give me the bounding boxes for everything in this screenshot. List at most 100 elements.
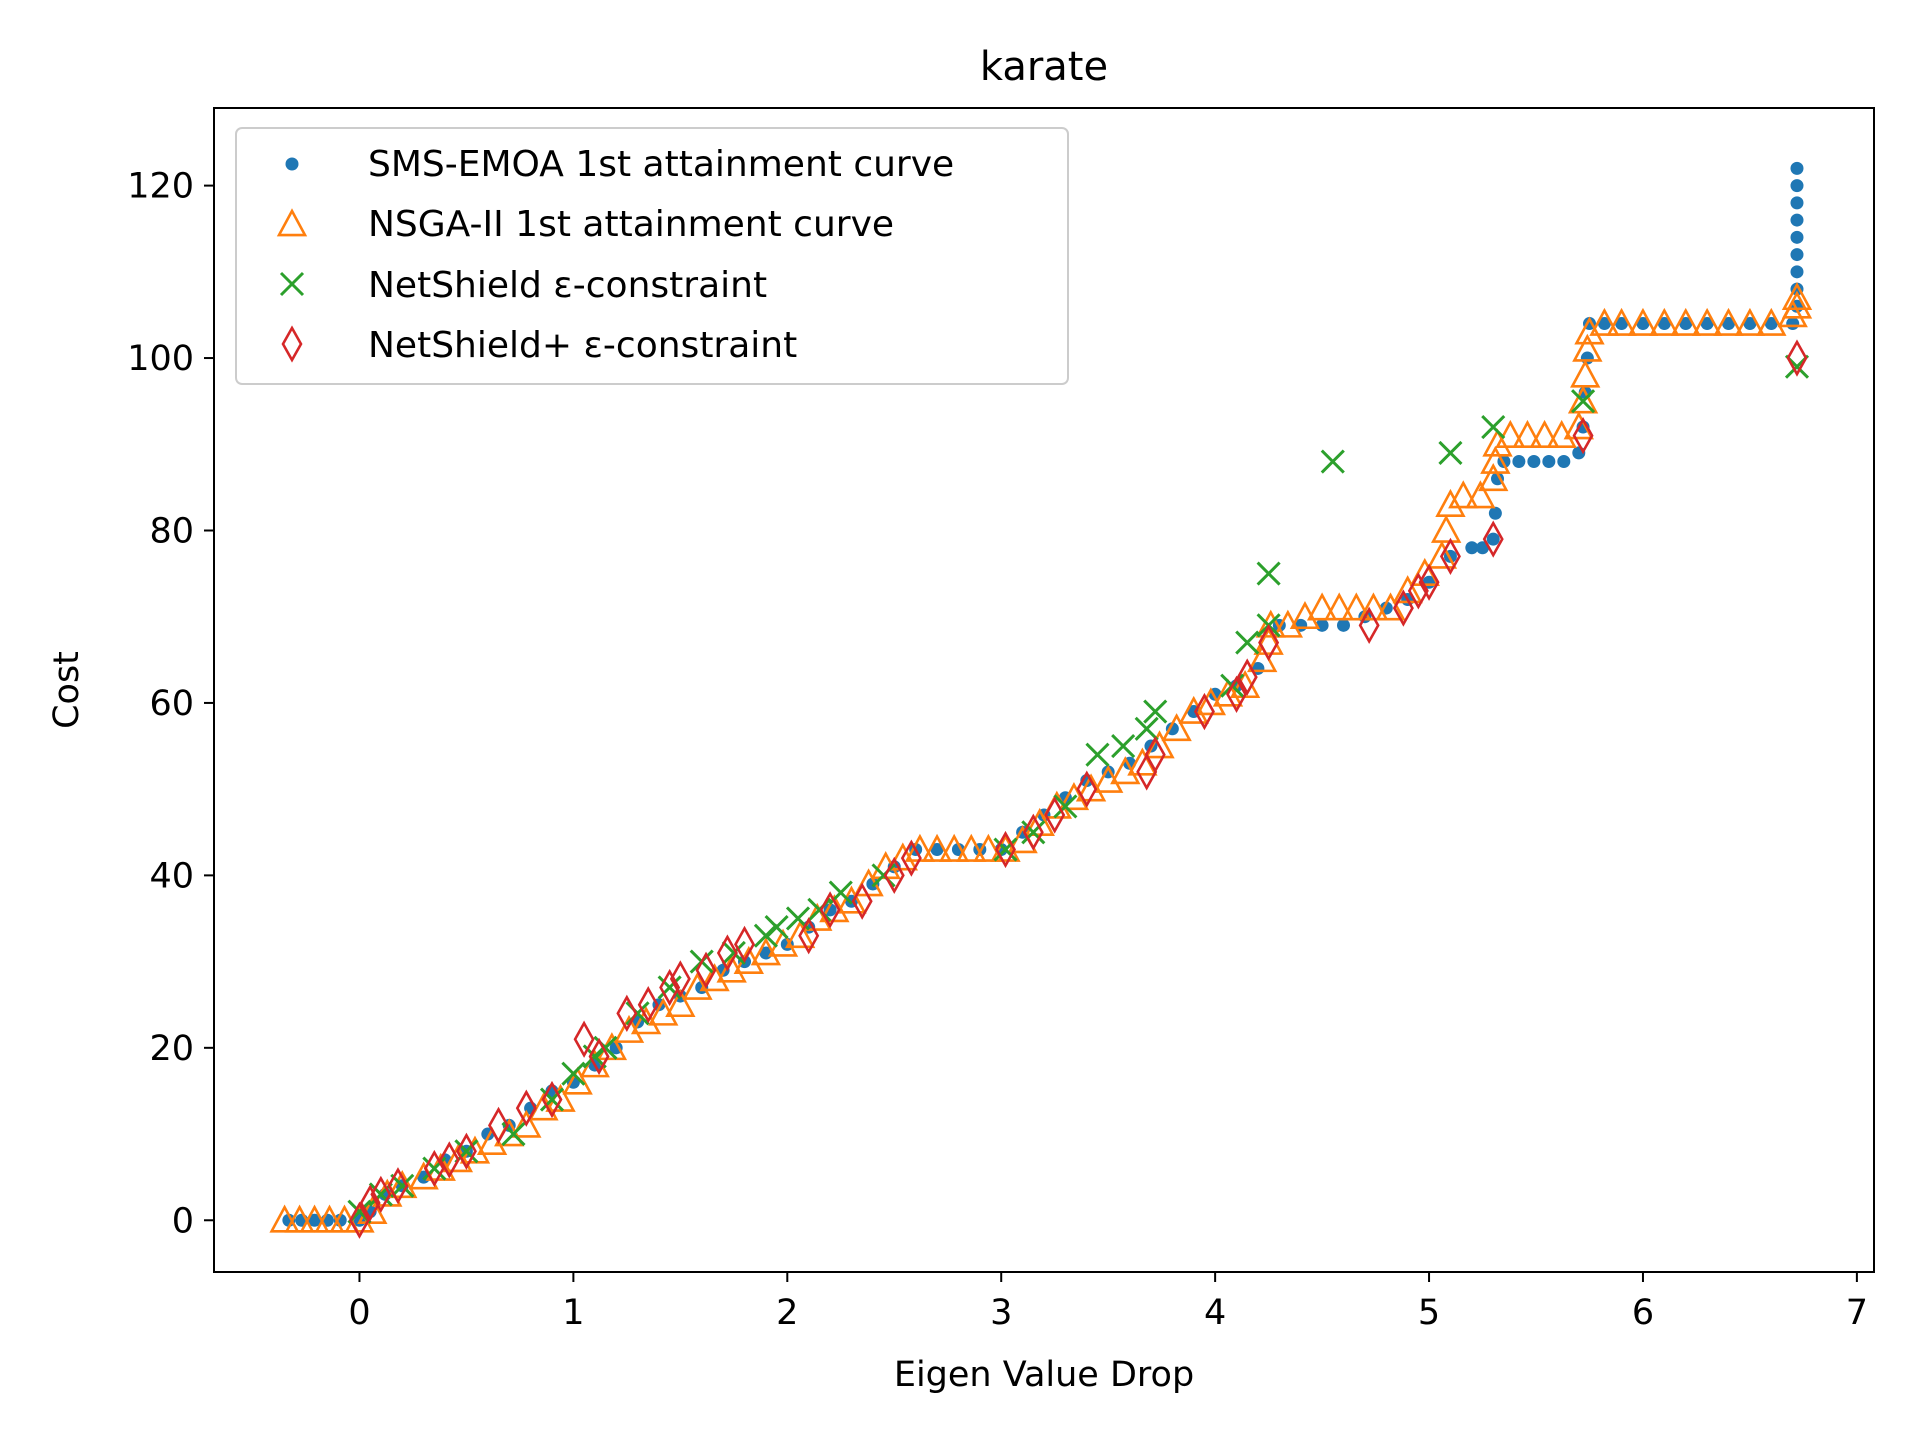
legend-marker-sms-emoa xyxy=(285,157,299,171)
x-tick-label: 6 xyxy=(1632,1293,1654,1333)
x-axis-ticks: 0 1 2 3 4 5 6 7 xyxy=(348,1272,1868,1333)
y-tick-label: 40 xyxy=(149,856,194,896)
netshield-plus-point xyxy=(541,1080,563,1119)
netshield-plus-points xyxy=(348,339,1808,1239)
nsga-ii-point xyxy=(1306,592,1338,621)
nsga-ii-point xyxy=(511,1109,542,1138)
netshield-plus-point xyxy=(573,1020,595,1058)
sms-emoa-point xyxy=(1743,317,1757,331)
x-tick-label: 1 xyxy=(562,1293,584,1333)
netshield-plus-point xyxy=(798,917,820,955)
netshield-plus-point xyxy=(588,1037,610,1076)
netshield-plus-point xyxy=(1407,572,1429,610)
sms-emoa-point xyxy=(1679,317,1693,331)
netshield-plus-point xyxy=(1076,770,1098,808)
netshield-point xyxy=(1320,449,1345,474)
netshield-plus-point xyxy=(995,830,1016,869)
netshield-plus-point xyxy=(1226,675,1248,713)
nsga-ii-point xyxy=(1465,480,1496,509)
nsga-ii-point xyxy=(1589,307,1620,336)
legend-marker-netshield xyxy=(279,271,305,297)
nsga-ii-point xyxy=(1512,419,1543,448)
netshield-plus-point xyxy=(734,925,756,964)
netshield-plus-point xyxy=(1358,606,1380,644)
nsga-ii-point xyxy=(938,833,970,862)
nsga-ii-point xyxy=(1574,316,1605,345)
nsga-ii-point xyxy=(1448,480,1479,509)
nsga-ii-point xyxy=(1495,419,1526,448)
netshield-point xyxy=(764,915,789,940)
x-tick-label: 7 xyxy=(1846,1293,1868,1333)
data-points xyxy=(269,161,1813,1239)
nsga-ii-point xyxy=(921,833,953,862)
netshield-plus-point xyxy=(1482,520,1504,558)
netshield-point xyxy=(1021,820,1046,845)
nsga-ii-point xyxy=(1375,592,1406,621)
netshield-point xyxy=(807,897,832,922)
netshield-plus-point xyxy=(1392,589,1414,627)
netshield-point xyxy=(539,1087,565,1112)
nsga-ii-point xyxy=(1570,359,1601,388)
nsga-ii-point xyxy=(1572,333,1603,362)
legend-label-netshield: NetShield ε-constraint xyxy=(368,265,767,306)
nsga-ii-point xyxy=(269,1204,300,1233)
nsga-ii-point xyxy=(314,1204,345,1233)
netshield-plus-point xyxy=(359,1184,381,1222)
sms-emoa-point xyxy=(1636,317,1650,331)
nsga-ii-point xyxy=(562,1066,593,1095)
legend-marker-nsga-ii xyxy=(276,208,308,237)
sms-emoa-point xyxy=(1615,317,1629,331)
nsga-ii-point xyxy=(1482,428,1513,457)
sms-emoa-point xyxy=(1722,317,1736,331)
y-tick-label: 60 xyxy=(149,684,194,724)
netshield-plus-point xyxy=(1786,339,1808,377)
netshield-point xyxy=(1134,716,1159,741)
netshield-plus-point xyxy=(819,891,841,929)
netshield-plus-point xyxy=(348,1201,370,1239)
netshield-plus-point xyxy=(669,960,691,998)
netshield-plus-point xyxy=(659,968,681,1007)
legend-label-netshield-plus: NetShield+ ε-constraint xyxy=(368,325,797,366)
nsga-ii-point xyxy=(1567,385,1599,414)
netshield-plus-point xyxy=(883,856,905,895)
netshield-point xyxy=(871,863,896,888)
netshield-plus-point xyxy=(1236,658,1258,696)
nsga-ii-point xyxy=(1670,307,1701,336)
netshield-point xyxy=(454,1139,479,1164)
sms-emoa-point xyxy=(1700,317,1714,331)
nsga-ii-point xyxy=(836,885,867,914)
netshield-plus-point xyxy=(1022,813,1044,851)
netshield-plus-point xyxy=(370,1175,392,1214)
x-tick-label: 3 xyxy=(990,1293,1012,1333)
netshield-point xyxy=(657,975,682,1000)
sms-emoa-point xyxy=(1542,455,1556,469)
sms-emoa-point xyxy=(1512,455,1526,469)
sms-emoa-point xyxy=(1465,541,1479,555)
y-tick-label: 80 xyxy=(149,511,194,551)
nsga-ii-point xyxy=(1606,307,1637,336)
netshield-plus-point xyxy=(1193,692,1215,731)
nsga-ii-point xyxy=(1255,609,1286,638)
nsga-ii-point xyxy=(665,988,696,1018)
nsga-ii-point xyxy=(1691,307,1723,336)
netshield-plus-point xyxy=(1572,416,1594,455)
netshield-point xyxy=(1256,561,1281,586)
nsga-ii-point xyxy=(973,833,1004,862)
nsga-ii-point xyxy=(284,1204,315,1233)
nsga-ii-point xyxy=(1649,307,1680,336)
nsga-ii-point xyxy=(1627,307,1659,336)
plot-area-frame xyxy=(213,107,1875,1273)
sms-emoa-point xyxy=(1790,179,1804,193)
y-axis-ticks: 0 20 40 60 80 100 120 xyxy=(127,167,214,1241)
nsga-ii-point xyxy=(1430,514,1462,543)
nsga-ii-point xyxy=(387,1170,418,1199)
netshield-point xyxy=(1143,699,1168,724)
nsga-ii-point xyxy=(1756,307,1787,336)
sms-emoa-point xyxy=(1790,196,1804,210)
netshield-point xyxy=(1235,630,1260,655)
legend-label-nsga-ii: NSGA-II 1st attainment curve xyxy=(368,204,894,245)
y-tick-label: 120 xyxy=(127,167,194,207)
netshield-plus-point xyxy=(900,839,922,877)
nsga-ii-point xyxy=(1781,290,1813,319)
sms-emoa-point xyxy=(1488,506,1502,520)
